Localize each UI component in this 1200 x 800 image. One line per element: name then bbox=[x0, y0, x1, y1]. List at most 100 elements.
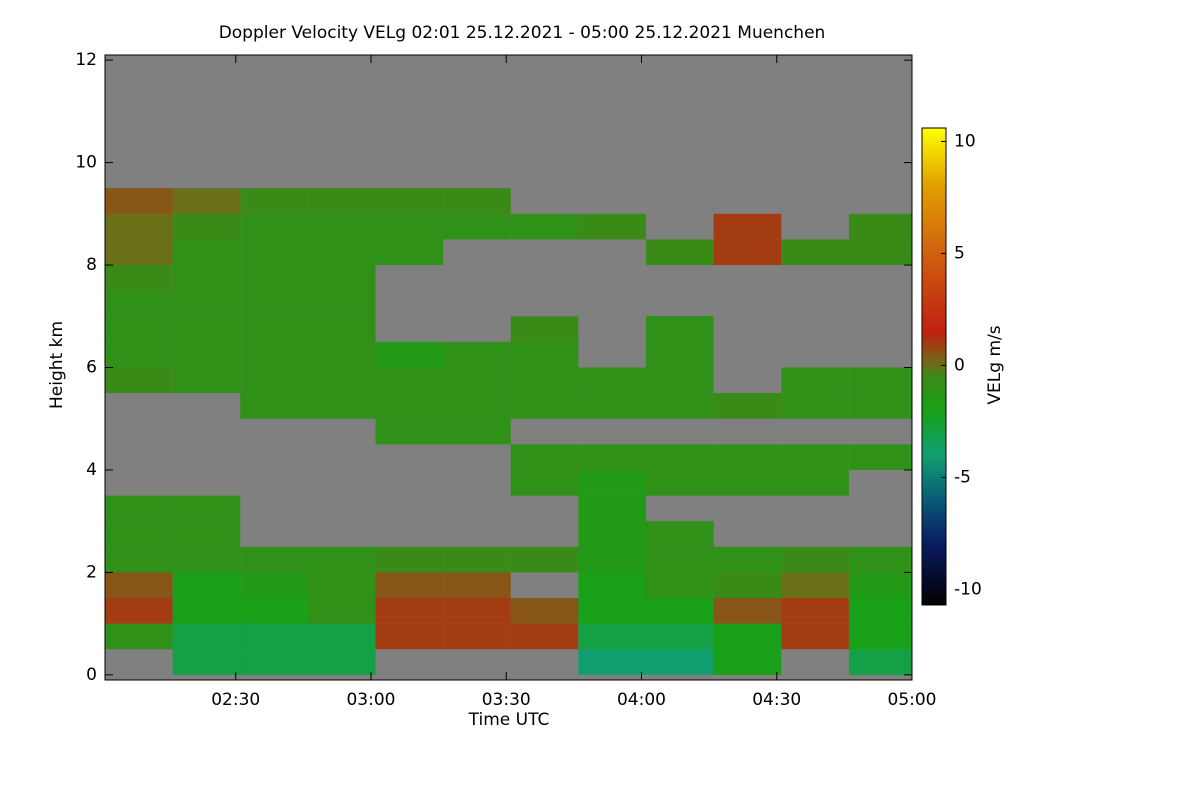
colorbar-label: VELg m/s bbox=[985, 325, 1005, 404]
heatmap-cell bbox=[240, 188, 308, 214]
heatmap-cell bbox=[240, 598, 308, 624]
heatmap-cell bbox=[646, 469, 714, 496]
heatmap-cell bbox=[105, 188, 173, 214]
heatmap-cell bbox=[646, 444, 714, 470]
heatmap-cell bbox=[713, 469, 782, 496]
heatmap-cell bbox=[510, 444, 579, 470]
heatmap-cell bbox=[240, 213, 308, 240]
colorbar bbox=[921, 127, 947, 606]
x-tick-label: 04:00 bbox=[617, 690, 666, 710]
heatmap-cell bbox=[172, 572, 241, 599]
heatmap-cell bbox=[510, 367, 579, 394]
heatmap-cell bbox=[781, 469, 849, 496]
heatmap-cell bbox=[307, 239, 376, 266]
heatmap-cell bbox=[443, 367, 511, 394]
heatmap-cell bbox=[240, 546, 308, 573]
heatmap-cell bbox=[172, 521, 241, 547]
heatmap-cell bbox=[646, 598, 714, 624]
colorbar-tick-label: 5 bbox=[954, 243, 965, 263]
heatmap-cell bbox=[105, 239, 173, 266]
heatmap-cell bbox=[307, 265, 376, 291]
heatmap-cell bbox=[375, 598, 444, 624]
heatmap-cell bbox=[781, 367, 849, 394]
heatmap-cell bbox=[105, 341, 173, 368]
heatmap-cell bbox=[578, 393, 647, 419]
heatmap-cell bbox=[172, 598, 241, 624]
heatmap-cell bbox=[848, 623, 912, 650]
x-tick-label: 05:00 bbox=[888, 690, 937, 710]
heatmap-cell bbox=[781, 572, 849, 599]
heatmap-cell bbox=[713, 598, 782, 624]
heatmap-cell bbox=[578, 444, 647, 470]
heatmap-cell bbox=[105, 546, 173, 573]
heatmap-cell bbox=[713, 546, 782, 573]
heatmap-cell bbox=[646, 623, 714, 650]
heatmap-cell bbox=[375, 546, 444, 573]
y-tick-label: 6 bbox=[86, 358, 97, 378]
heatmap-cell bbox=[781, 598, 849, 624]
heatmap-cell bbox=[646, 316, 714, 342]
heatmap-cell bbox=[172, 239, 241, 266]
heatmap-cell bbox=[646, 393, 714, 419]
heatmap-cell bbox=[510, 316, 579, 342]
heatmap-cell bbox=[578, 546, 647, 573]
colorbar-tick-label: 0 bbox=[954, 355, 965, 375]
y-tick-label: 8 bbox=[86, 255, 97, 275]
heatmap-cell bbox=[713, 239, 782, 266]
heatmap-cell bbox=[646, 649, 714, 675]
y-tick-label: 0 bbox=[86, 665, 97, 685]
heatmap-cell bbox=[848, 572, 912, 599]
heatmap-cell bbox=[105, 598, 173, 624]
heatmap-cell bbox=[375, 623, 444, 650]
heatmap-cell bbox=[443, 546, 511, 573]
heatmap-cell bbox=[848, 239, 912, 266]
heatmap-cell bbox=[307, 572, 376, 599]
heatmap-cell bbox=[443, 188, 511, 214]
heatmap-cell bbox=[240, 572, 308, 599]
heatmap-cell bbox=[578, 598, 647, 624]
heatmap-cell bbox=[578, 623, 647, 650]
heatmap-cell bbox=[443, 623, 511, 650]
heatmap-cell bbox=[172, 265, 241, 291]
heatmap-cell bbox=[510, 213, 579, 240]
heatmap-cell bbox=[443, 418, 511, 445]
heatmap-cell bbox=[172, 316, 241, 342]
heatmap-cell bbox=[578, 572, 647, 599]
y-axis-label: Height km bbox=[47, 321, 67, 409]
heatmap-cell bbox=[172, 367, 241, 394]
heatmap-cell bbox=[105, 623, 173, 650]
heatmap-cell bbox=[172, 341, 241, 368]
chart-title: Doppler Velocity VELg 02:01 25.12.2021 -… bbox=[219, 23, 826, 43]
heatmap-cell bbox=[172, 649, 241, 675]
heatmap-cell bbox=[240, 316, 308, 342]
heatmap-cell bbox=[375, 393, 444, 419]
heatmap-cell bbox=[172, 213, 241, 240]
heatmap-cell bbox=[105, 495, 173, 522]
heatmap-cell bbox=[307, 367, 376, 394]
heatmap-cell bbox=[240, 265, 308, 291]
y-tick-label: 2 bbox=[86, 562, 97, 582]
heatmap-cell bbox=[578, 469, 647, 496]
heatmap-cell bbox=[646, 367, 714, 394]
heatmap-cell bbox=[375, 239, 444, 266]
heatmap-cell bbox=[848, 546, 912, 573]
heatmap-cell bbox=[781, 239, 849, 266]
heatmap-cell bbox=[375, 213, 444, 240]
heatmap-cell bbox=[105, 521, 173, 547]
heatmap-cell bbox=[307, 649, 376, 675]
heatmap-cell bbox=[105, 367, 173, 394]
heatmap-cell bbox=[848, 213, 912, 240]
y-tick-label: 10 bbox=[75, 153, 97, 173]
heatmap-cell bbox=[307, 598, 376, 624]
heatmap-cell bbox=[443, 598, 511, 624]
heatmap-cell bbox=[375, 188, 444, 214]
heatmap-cell bbox=[713, 444, 782, 470]
heatmap-cell bbox=[781, 393, 849, 419]
heatmap-cell bbox=[105, 265, 173, 291]
heatmap-cell bbox=[172, 290, 241, 317]
heatmap-cell bbox=[172, 495, 241, 522]
heatmap-cell bbox=[307, 393, 376, 419]
heatmap-cell bbox=[713, 213, 782, 240]
heatmap-cell bbox=[307, 188, 376, 214]
